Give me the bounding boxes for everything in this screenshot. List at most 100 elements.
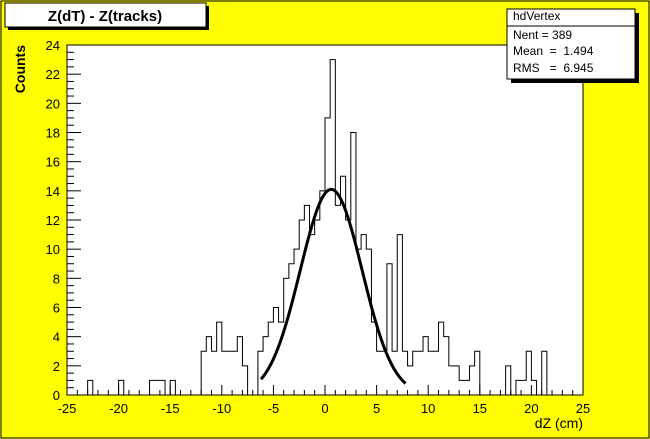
histogram-bin [289,264,294,395]
histogram-bin [325,118,330,395]
y-tick-label: 14 [46,184,60,199]
histogram-bin [294,249,299,395]
histogram-bin [542,351,547,395]
y-tick-label: 16 [46,155,60,170]
stats-rms: RMS = 6.945 [513,61,594,75]
histogram-bin [258,351,263,395]
histogram-bin [428,351,433,395]
histogram-bars [67,59,583,396]
histogram-bin [263,337,268,395]
histogram-bin [449,366,454,395]
stats-box [506,8,636,80]
histogram-bin [227,351,232,395]
histogram-bin [387,264,392,395]
gaussian-fit-curve [259,187,407,385]
histogram-bin [356,249,361,395]
histogram-bin [335,205,340,395]
title-box [4,2,207,28]
axes: -25 -20 -15 -10 -5 0 5 10 15 20 250246810121416182… [46,38,591,416]
histogram-bin [150,380,155,395]
histogram-bin [299,220,304,395]
histogram-bin [170,380,175,395]
histogram-bin [310,235,315,395]
histogram-bin [521,380,526,395]
histogram-bin [201,351,206,395]
histogram-bin [371,322,376,395]
y-tick-label: 2 [53,359,60,374]
histogram-bin [382,351,387,395]
histogram-bin [88,380,93,395]
histogram-bin [475,351,480,395]
histogram-bin [222,351,227,395]
fit-curve-group [259,187,407,385]
x-tick-label: 15 [473,401,487,416]
title-box-shadow-bottom [8,27,209,30]
histogram-bin [413,351,418,395]
histogram-bin [346,220,351,395]
histogram-bin [402,351,407,395]
histogram-bin [526,351,531,395]
histogram-bin [351,133,356,396]
histogram-bin [423,337,428,395]
y-tick-label: 24 [46,38,60,53]
histogram-bin [516,380,521,395]
histogram-bin [160,380,165,395]
stats-mean: Mean = 1.494 [513,44,594,58]
x-axis-label: dZ (cm) [535,415,583,431]
histogram-bin [408,366,413,395]
x-tick-label: 20 [524,401,538,416]
histogram-bin [469,366,474,395]
y-tick-label: 8 [53,271,60,286]
histogram-bin [439,322,444,395]
histogram-bin [232,351,237,395]
y-tick-label: 20 [46,96,60,111]
histogram-bin [454,366,459,395]
y-tick-label: 0 [53,388,60,403]
y-tick-label: 22 [46,67,60,82]
y-axis-label: Counts [12,45,28,93]
histogram-bin [464,380,469,395]
x-tick-label: -15 [161,401,180,416]
stats-entries: Nent = 389 [513,28,572,42]
x-tick-label: 10 [421,401,435,416]
stats-name: hdVertex [513,9,560,23]
histogram-bin [531,380,536,395]
x-tick-label: -20 [109,401,128,416]
histogram-bin [119,380,124,395]
histogram-bin [377,351,382,395]
histogram-bin [444,337,449,395]
histogram-bin [433,351,438,395]
histogram-bin [459,380,464,395]
histogram-bin [284,278,289,395]
histogram-bin [315,220,320,395]
histogram-bin [211,351,216,395]
histogram-outline [67,59,583,396]
chart-title: Z(dT) - Z(tracks) [48,8,162,25]
title-box-shadow [206,6,209,30]
x-tick-label: -25 [58,401,77,416]
histogram-bin [397,235,402,395]
y-tick-label: 12 [46,213,60,228]
histogram-bin [418,351,423,395]
x-tick-label: 0 [321,401,328,416]
histogram-bin [361,235,366,395]
histogram-bin [242,366,247,395]
y-tick-label: 4 [53,330,60,345]
histogram-bin [320,191,325,395]
x-tick-label: -10 [212,401,231,416]
histogram-bin [155,380,160,395]
histogram-bin [330,60,335,395]
histogram-bin [366,249,371,395]
histogram-bin [506,366,511,395]
x-tick-label: 5 [373,401,380,416]
histogram-bin [237,337,242,395]
y-tick-label: 6 [53,301,60,316]
y-tick-label: 18 [46,126,60,141]
x-tick-label: 25 [576,401,590,416]
histogram-bin [217,322,222,395]
x-tick-label: -5 [268,401,280,416]
plot-frame [66,44,584,396]
histogram-bin [206,337,211,395]
y-tick-label: 10 [46,242,60,257]
